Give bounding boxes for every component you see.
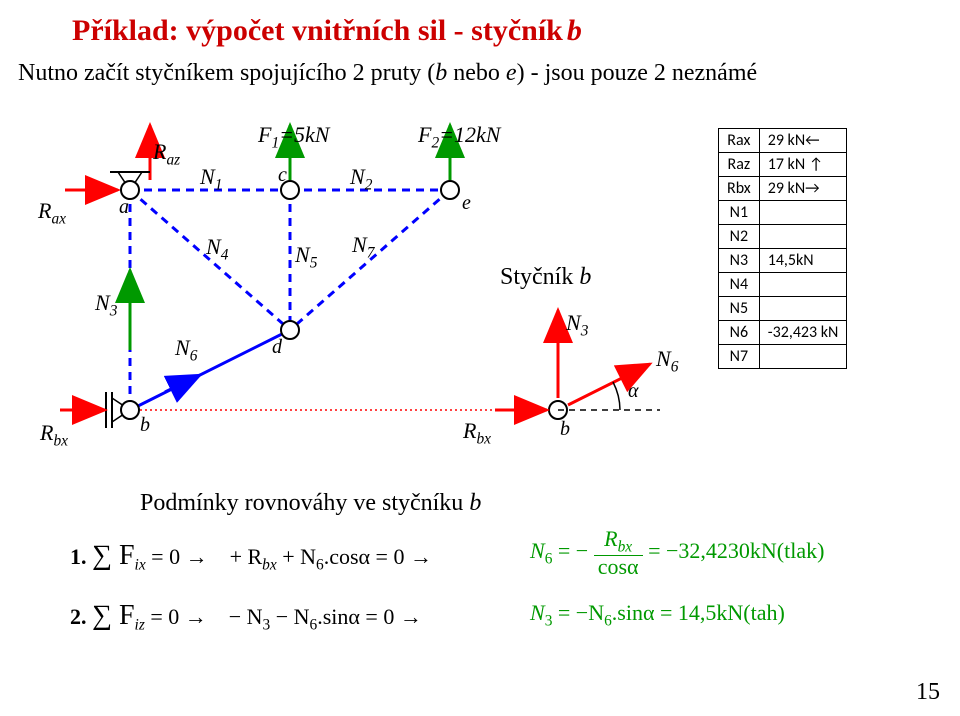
lbl-F2: F2=12kN — [418, 122, 500, 152]
node-c: c — [278, 164, 287, 187]
fb-Rbx: Rbx — [463, 418, 491, 448]
eq2-result: N3 = −N6.sinα = 14,5kN(tah) — [530, 600, 785, 630]
lbl-N5: N5 — [295, 242, 317, 272]
lbl-N2: N2 — [350, 164, 372, 194]
page-number: 15 — [916, 679, 940, 706]
eq1: 1. ∑ Fix = 0 → + Rbx + N6.cosα = 0 → — [70, 540, 432, 574]
node-d: d — [272, 336, 282, 359]
lbl-N4: N4 — [206, 234, 228, 264]
lbl-N6: N6 — [175, 335, 197, 365]
lbl-N3: N3 — [95, 290, 117, 320]
results-table: Rax29 kN← Raz17 kN ↑ Rbx29 kN→ N1 N2 N31… — [718, 128, 847, 369]
node-b: b — [140, 414, 150, 437]
fb-N3: N3 — [566, 310, 588, 340]
fb-title: Styčník b — [500, 264, 591, 291]
lbl-N1: N1 — [200, 164, 222, 194]
lbl-Rbx: Rbx — [40, 420, 68, 450]
eq-heading: Podmínky rovnováhy ve styčníku b — [140, 490, 481, 517]
lbl-Rax: Rax — [38, 198, 66, 228]
lbl-N7: N7 — [352, 232, 374, 262]
node-a: a — [119, 196, 129, 219]
fb-b: b — [560, 418, 570, 441]
eq1-result: N6 = − Rbx cosα = −32,4230kN(tlak) — [530, 528, 824, 578]
lbl-Raz: Raz — [153, 139, 180, 169]
eq2: 2. ∑ Fiz = 0 → − N3 − N6.sinα = 0 → — [70, 600, 422, 634]
node-e: e — [462, 192, 471, 215]
fb-N6: N6 — [656, 346, 678, 376]
fb-alpha: α — [628, 380, 639, 403]
lbl-F1: F1=5kN — [258, 122, 329, 152]
